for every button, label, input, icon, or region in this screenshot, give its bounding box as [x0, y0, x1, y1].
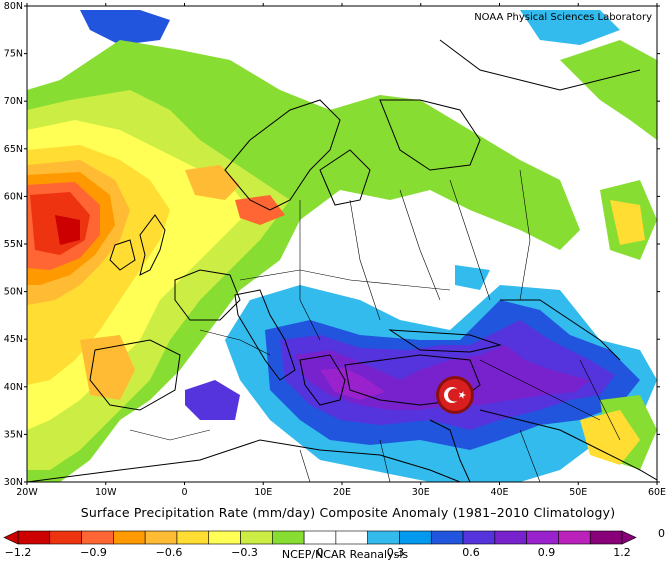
credit-text: NOAA Physical Sciences Laboratory	[474, 12, 652, 23]
lat-label: 80N	[4, 1, 23, 12]
colorbar-swatch	[113, 530, 146, 545]
dry-anomaly-region	[580, 410, 640, 465]
colorbar-label: 0.3	[387, 546, 405, 559]
lon-label: 40E	[490, 487, 508, 498]
colorbar-swatch	[494, 530, 527, 545]
lat-label: 40N	[4, 382, 23, 393]
turkey-flag-icon	[436, 376, 474, 414]
latitude-axis: 80N 75N 70N 65N 60N 55N 50N 45N 40N 35N 30N	[4, 1, 660, 488]
lat-label: 45N	[4, 334, 23, 345]
lat-label: 60N	[4, 191, 23, 202]
colorbar-label: −0.9	[80, 546, 107, 559]
colorbar-swatch	[81, 530, 114, 545]
map-caption: Surface Precipitation Rate (mm/day) Comp…	[81, 505, 616, 520]
colorbar: −1.2 −0.9 −0.6 −0.3 0 0.3 0.6 0.9 1.2	[3, 530, 637, 559]
lon-label: 30E	[412, 487, 430, 498]
colorbar-label: −0.3	[231, 546, 258, 559]
lon-label: 10E	[254, 487, 272, 498]
lon-label: 50E	[569, 487, 587, 498]
colorbar-swatch	[335, 530, 368, 545]
colorbar-swatch	[526, 530, 559, 545]
colorbar-label: 1.2	[613, 546, 631, 559]
colorbar-swatch	[49, 530, 82, 545]
dry-anomaly-region	[610, 200, 645, 245]
colorbar-swatch	[303, 530, 337, 545]
lat-label: 30N	[4, 477, 23, 488]
dry-anomaly-region	[235, 195, 285, 225]
colorbar-swatch	[399, 530, 432, 545]
colorbar-label: 0.9	[538, 546, 556, 559]
lon-label: 0	[181, 487, 187, 498]
colorbar-swatch	[240, 530, 273, 545]
longitude-axis: 20W 10W 0 10E 20E 30E 40E 50E 60E	[16, 3, 666, 498]
colorbar-swatch	[208, 530, 241, 545]
colorbar-swatch	[272, 530, 305, 545]
lon-label: 20E	[333, 487, 351, 498]
colorbar-end-low	[3, 530, 19, 545]
lat-label: 50N	[4, 287, 23, 298]
dry-anomaly-region	[80, 335, 135, 400]
lon-label: 60E	[648, 487, 666, 498]
wet-anomaly-region	[320, 368, 385, 400]
country-borders	[129, 169, 621, 482]
colorbar-label: 0.6	[462, 546, 480, 559]
colorbar-corner-label: 0	[658, 527, 665, 540]
wet-anomaly-region	[520, 10, 620, 45]
wet-anomaly-region	[185, 380, 240, 420]
colorbar-swatch	[558, 530, 591, 545]
colorbar-swatch	[430, 530, 464, 545]
dry-anomaly-region	[560, 40, 657, 140]
colorbar-swatch	[17, 530, 51, 545]
colorbar-swatch	[367, 530, 400, 545]
lat-label: 35N	[4, 429, 23, 440]
lat-label: 65N	[4, 144, 23, 155]
colorbar-swatch	[462, 530, 496, 545]
lat-label: 55N	[4, 239, 23, 250]
coastlines	[27, 39, 657, 482]
lat-label: 75N	[4, 49, 23, 60]
wet-anomaly-region	[80, 10, 170, 45]
colorbar-end-high	[621, 530, 637, 545]
lat-label: 70N	[4, 96, 23, 107]
anomaly-field	[27, 10, 657, 482]
lon-label: 10W	[95, 487, 117, 498]
wet-anomaly-region	[455, 265, 490, 290]
dry-anomaly-region	[185, 165, 240, 200]
colorbar-swatch	[589, 530, 623, 545]
colorbar-swatch	[176, 530, 210, 545]
colorbar-swatch	[144, 530, 178, 545]
dry-anomaly-region	[55, 215, 80, 245]
colorbar-overlay-text: NCEP/NCAR Reanalysis	[282, 548, 408, 561]
colorbar-label: 0	[317, 546, 324, 559]
lon-label: 20W	[16, 487, 38, 498]
colorbar-label: −1.2	[5, 546, 32, 559]
colorbar-label: −0.6	[156, 546, 183, 559]
